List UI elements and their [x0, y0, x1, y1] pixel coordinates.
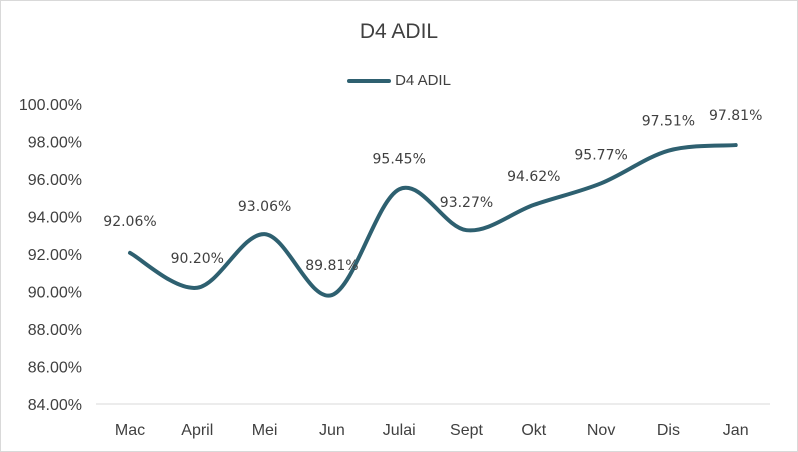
- legend: D4 ADIL: [0, 72, 798, 89]
- data-point: [128, 251, 132, 255]
- data-label: 93.06%: [238, 199, 291, 215]
- x-tick-label: Okt: [521, 422, 546, 439]
- x-tick-label: Nov: [587, 422, 615, 439]
- x-tick-label: Mac: [115, 422, 145, 439]
- chart-title: D4 ADIL: [359, 20, 439, 43]
- data-point: [397, 187, 401, 191]
- data-label: 93.27%: [440, 195, 493, 211]
- data-point: [666, 149, 670, 153]
- x-tick-label: Julai: [383, 422, 416, 439]
- data-label: 90.20%: [171, 251, 224, 267]
- data-label: 92.06%: [103, 214, 156, 230]
- data-point: [734, 143, 738, 147]
- data-label: 89.81%: [305, 258, 358, 274]
- y-tick-label: 84.00%: [28, 397, 82, 414]
- data-point: [330, 293, 334, 297]
- y-tick-label: 88.00%: [28, 322, 82, 339]
- x-tick-label: Dis: [657, 422, 680, 439]
- x-tick-label: Mei: [252, 422, 278, 439]
- y-tick-label: 92.00%: [28, 247, 82, 264]
- x-tick-label: Jun: [319, 422, 345, 439]
- data-point: [465, 228, 469, 232]
- data-point: [599, 181, 603, 185]
- y-tick-label: 98.00%: [28, 135, 82, 152]
- data-point: [195, 286, 199, 290]
- y-tick-label: 100.00%: [19, 97, 82, 114]
- data-label: 95.77%: [574, 147, 627, 163]
- y-tick-label: 90.00%: [28, 285, 82, 302]
- data-point: [263, 232, 267, 236]
- legend-swatch: [347, 78, 392, 83]
- y-tick-label: 86.00%: [28, 360, 82, 377]
- data-point: [532, 203, 536, 207]
- data-label: 97.51%: [642, 114, 695, 130]
- x-tick-label: Sept: [450, 422, 483, 439]
- y-tick-label: 96.00%: [28, 172, 82, 189]
- x-tick-label: Jan: [723, 422, 749, 439]
- y-tick-label: 94.00%: [28, 210, 82, 227]
- legend-label: D4 ADIL: [395, 72, 451, 89]
- series-line: [128, 143, 738, 298]
- x-tick-label: April: [181, 422, 213, 439]
- data-label: 97.81%: [709, 108, 762, 124]
- data-label: 94.62%: [507, 169, 560, 185]
- data-label: 95.45%: [373, 151, 426, 167]
